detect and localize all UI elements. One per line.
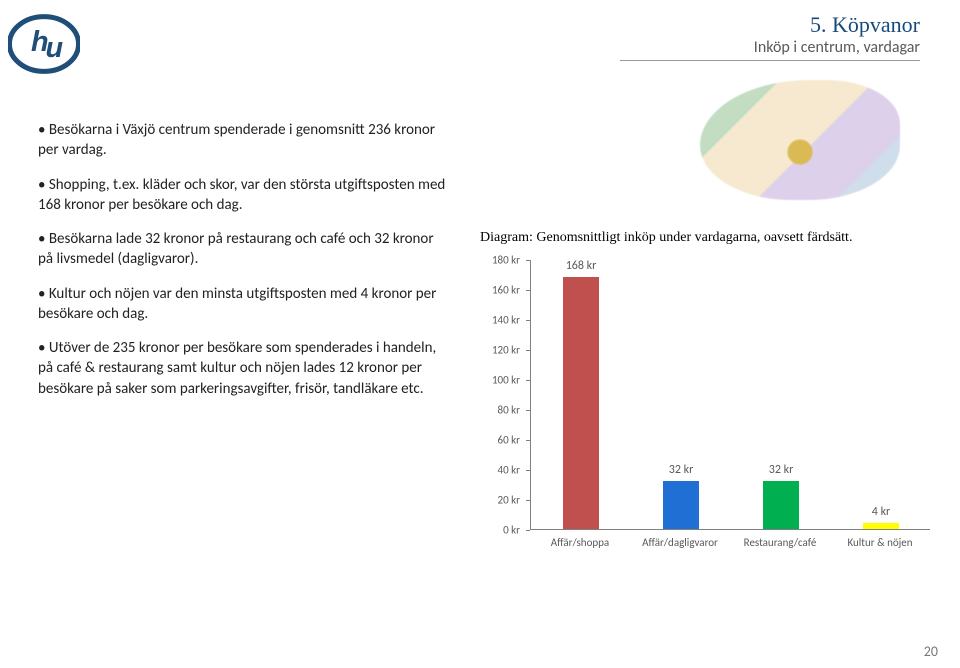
bar: 168 kr bbox=[563, 277, 599, 529]
x-axis-labels: Affär/shoppaAffär/dagligvarorRestaurang/… bbox=[530, 536, 930, 556]
y-tick-label: 120 kr bbox=[492, 344, 520, 357]
y-tick bbox=[526, 530, 530, 531]
bullet-list: Besökarna i Växjö centrum spenderade i g… bbox=[38, 120, 448, 413]
y-tick-label: 20 kr bbox=[498, 494, 520, 507]
bullet-item: Besökarna i Växjö centrum spenderade i g… bbox=[38, 120, 448, 161]
chart-caption: Diagram: Genomsnittligt inköp under vard… bbox=[480, 230, 852, 246]
y-axis: 0 kr20 kr40 kr60 kr80 kr100 kr120 kr140 … bbox=[480, 260, 526, 530]
page-title: 5. Köpvanor bbox=[620, 12, 920, 38]
bullet-item: Utöver de 235 kronor per besökare som sp… bbox=[38, 338, 448, 399]
bar: 32 kr bbox=[763, 481, 799, 529]
y-tick-label: 80 kr bbox=[498, 404, 520, 417]
y-tick-label: 40 kr bbox=[498, 464, 520, 477]
page-subtitle: Inköp i centrum, vardagar bbox=[620, 38, 920, 61]
page-header: 5. Köpvanor Inköp i centrum, vardagar bbox=[620, 12, 920, 61]
x-tick-label: Affär/shoppa bbox=[530, 536, 630, 549]
y-tick-label: 60 kr bbox=[498, 434, 520, 447]
bar-group: 168 kr bbox=[531, 277, 631, 529]
y-tick-label: 180 kr bbox=[492, 254, 520, 267]
bar-value-label: 32 kr bbox=[769, 463, 794, 477]
x-tick-label: Affär/dagligvaror bbox=[630, 536, 730, 549]
page-number: 20 bbox=[924, 643, 938, 660]
bullet-item: Kultur och nöjen var den minsta utgiftsp… bbox=[38, 284, 448, 325]
plot-area: 168 kr 32 kr 32 kr 4 kr bbox=[530, 260, 930, 530]
bar-group: 4 kr bbox=[831, 523, 931, 529]
logo: h u bbox=[8, 8, 80, 80]
bar-chart: 0 kr 20 kr 40 kr 60 kr 80 kr 100 kr 120 kr 140 … bbox=[480, 260, 930, 580]
x-tick-label: Kultur & nöjen bbox=[830, 536, 930, 549]
bar-group: 32 kr bbox=[731, 481, 831, 529]
y-tick-label: 0 kr bbox=[503, 524, 520, 537]
svg-text:u: u bbox=[45, 32, 63, 64]
bar: 32 kr bbox=[663, 481, 699, 529]
y-tick-label: 160 kr bbox=[492, 284, 520, 297]
bar-value-label: 32 kr bbox=[669, 463, 694, 477]
y-tick-label: 140 kr bbox=[492, 314, 520, 327]
x-tick-label: Restaurang/café bbox=[730, 536, 830, 549]
bar-value-label: 168 kr bbox=[566, 259, 597, 273]
bullet-item: Besökarna lade 32 kronor på restaurang o… bbox=[38, 229, 448, 270]
y-tick-label: 100 kr bbox=[492, 374, 520, 387]
bar-value-label: 4 kr bbox=[872, 505, 890, 519]
bar-group: 32 kr bbox=[631, 481, 731, 529]
money-illustration bbox=[700, 80, 900, 200]
bullet-item: Shopping, t.ex. kläder och skor, var den… bbox=[38, 175, 448, 216]
bar: 4 kr bbox=[863, 523, 899, 529]
